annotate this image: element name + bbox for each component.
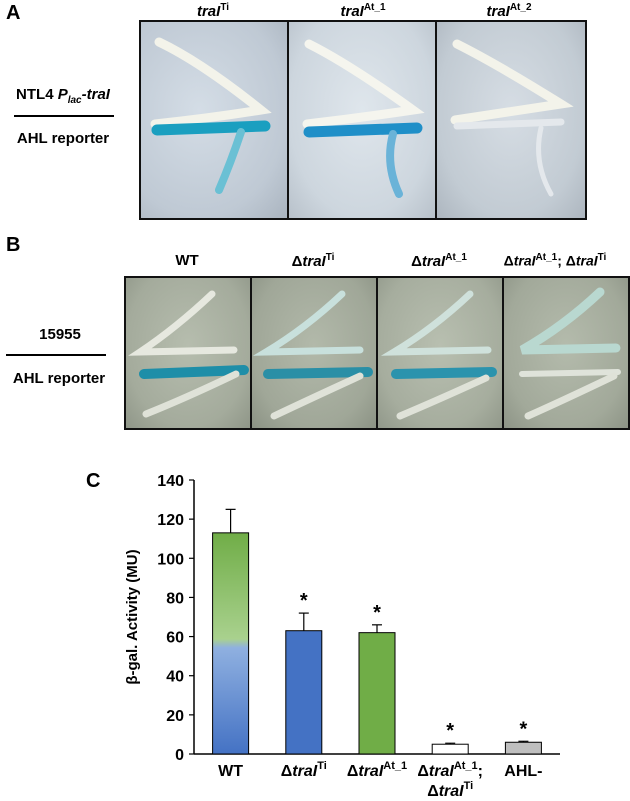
- panel-b-strain-label: 15955: [39, 326, 81, 343]
- panel-b-reporter-label: AHL reporter: [12, 370, 106, 387]
- y-tick-label-0: 0: [175, 747, 184, 764]
- x-tick-label-0: WT: [218, 763, 243, 780]
- significance-star-3: *: [446, 720, 454, 742]
- significance-star-4: *: [520, 718, 528, 740]
- y-axis-label: β-gal. Activity (MU): [124, 549, 141, 684]
- x-tick-label-3-line2: ΔtraITi: [427, 780, 473, 800]
- panel-a-letter: A: [6, 2, 21, 24]
- panel-b-plate-1: [126, 278, 250, 428]
- bar-4: [504, 741, 542, 755]
- panel-b-col-2-header: ΔtraITi: [291, 252, 335, 270]
- significance-star-2: *: [373, 602, 381, 624]
- panel-b-plates: [124, 276, 630, 430]
- panel-a-col-3-header: traIAt_2: [486, 2, 532, 20]
- y-tick-label-60: 60: [166, 630, 184, 647]
- y-tick-label-20: 20: [166, 708, 184, 725]
- bar-3: [431, 743, 469, 755]
- panel-a-plate-1: [141, 22, 287, 218]
- plate-b1-streaks: [128, 290, 249, 418]
- bar-1: [285, 630, 323, 755]
- y-tick-label-140: 140: [157, 473, 184, 490]
- panel-b-plate-2: [252, 278, 376, 428]
- panel-a-divider-rule: [14, 115, 114, 117]
- bar-0: [212, 532, 250, 755]
- y-tick-label-80: 80: [166, 590, 184, 607]
- y-tick-label-120: 120: [157, 512, 184, 529]
- plate-1-streaks: [150, 37, 272, 194]
- panel-c-letter: C: [86, 470, 101, 492]
- panel-a-col-2-header: traIAt_1: [340, 2, 386, 20]
- panel-a-col-1-header: traITi: [196, 2, 230, 20]
- panel-a-plate-2: [289, 22, 435, 218]
- panel-b-plate-4: [504, 278, 628, 428]
- panel-a-plate-3: [437, 22, 585, 218]
- y-tick-label-100: 100: [157, 551, 184, 568]
- plate-3-streaks: [450, 39, 574, 197]
- x-tick-label-2: ΔtraIAt_1: [347, 760, 407, 780]
- x-tick-label-3: ΔtraIAt_1;: [417, 760, 483, 780]
- significance-star-1: *: [300, 590, 308, 612]
- plate-b2-streaks: [252, 290, 373, 420]
- bar-chart: 0 20 40 60 80 100 120 140 β-gal. Activity (MU) WT…: [124, 473, 560, 800]
- panel-b-col-4-header: ΔtraIAt_1; ΔtraITi: [503, 252, 607, 269]
- panel-b-letter: B: [6, 234, 21, 256]
- y-tick-label-40: 40: [166, 669, 184, 686]
- panel-b-plate-3: [378, 278, 502, 428]
- panel-b-divider-rule: [6, 354, 106, 356]
- panel-a-reporter-label: AHL reporter: [16, 130, 110, 147]
- panel-b-col-3-header: ΔtraIAt_1: [411, 252, 467, 270]
- panel-b-col-1-header: WT: [175, 252, 199, 269]
- panel-a-strain-label: NTL4 Plac-traI: [16, 86, 110, 106]
- plate-b3-streaks: [380, 290, 497, 420]
- bar-2: [358, 632, 396, 755]
- plate-2-streaks: [302, 39, 425, 198]
- panel-a-plates: [139, 20, 587, 220]
- x-tick-label-4: AHL-: [504, 763, 542, 780]
- plate-b4-streaks: [519, 287, 621, 420]
- x-tick-label-1: ΔtraITi: [281, 760, 327, 780]
